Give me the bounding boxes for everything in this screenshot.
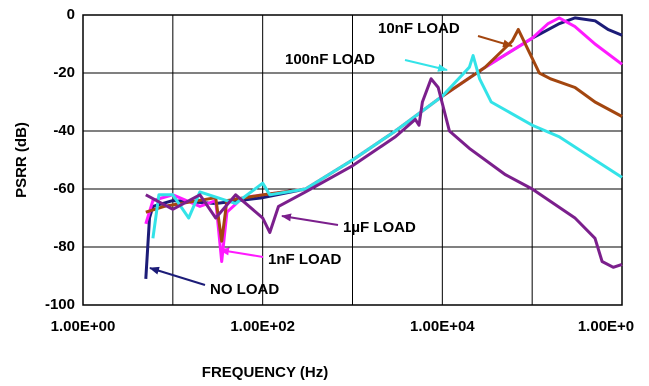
x-tick-label: 1.00E+00 [51,318,116,335]
series-line [144,16,623,279]
x-tick-label: 1.00E+02 [230,318,295,335]
y-tick-label: -100 [45,296,75,313]
annotation: 1µF LOAD [343,219,416,236]
series-line [145,28,623,243]
x-tick-label: 1.00E+0 [578,318,634,335]
y-tick-label: -40 [53,122,75,139]
x-axis-label: FREQUENCY (Hz) [202,364,328,381]
annotation-arrow [219,247,264,258]
annotation: NO LOAD [210,281,279,298]
annotation-arrow [404,59,448,72]
y-tick-label: -20 [53,64,75,81]
annotation: 1nF LOAD [268,251,341,268]
y-tick-label: 0 [67,6,75,23]
annotation: 10nF LOAD [378,20,460,37]
series-line [145,77,623,269]
series-line [151,54,623,239]
annotation: 100nF LOAD [285,51,375,68]
annotation-arrow [281,213,339,226]
y-tick-label: -80 [53,238,75,255]
plot-frame [82,14,623,306]
y-tick-label: -60 [53,180,75,197]
y-axis-label: PSRR (dB) [13,122,30,198]
annotation-arrow [477,35,513,48]
annotation-arrow [149,266,206,286]
x-tick-label: 1.00E+04 [410,318,475,335]
